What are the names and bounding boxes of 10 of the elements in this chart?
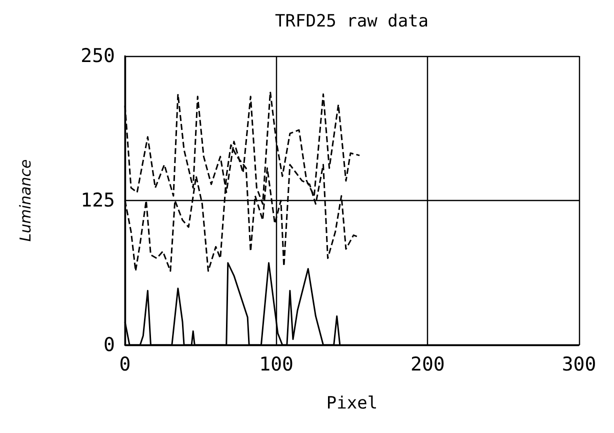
y-tick-label: 0	[104, 334, 115, 356]
x-tick-label: 200	[410, 354, 445, 376]
y-tick-label: 125	[80, 190, 115, 212]
x-axis-title: Pixel	[326, 394, 378, 414]
x-tick-label: 100	[259, 354, 294, 376]
x-tick-label: 300	[562, 354, 596, 376]
y-tick-label: 250	[80, 45, 115, 67]
x-tick-label: 0	[119, 354, 131, 376]
y-axis-title: Luminance	[16, 159, 34, 242]
chart-title: TRFD25 raw data	[275, 12, 429, 32]
